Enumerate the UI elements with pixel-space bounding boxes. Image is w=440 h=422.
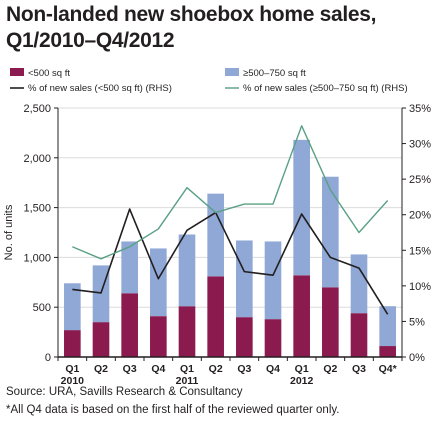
y2-tick-label: 20% — [409, 210, 431, 222]
x-tick-label: Q4* — [379, 363, 398, 375]
x-tick-label: Q2 — [209, 363, 223, 375]
y2-tick-label: 0% — [409, 352, 425, 364]
y-tick-label: 1,500 — [23, 203, 51, 215]
bar-under-500 — [264, 319, 282, 357]
bar-500-750 — [150, 248, 167, 317]
bar-500-750 — [350, 254, 368, 314]
bar-500-750 — [64, 283, 81, 331]
bar-under-500 — [150, 316, 167, 357]
line-pct-500-750 — [72, 125, 389, 260]
bar-under-500 — [322, 287, 339, 357]
lines — [72, 125, 389, 315]
chart-title-line-1: Non-landed new shoebox home sales, — [6, 3, 377, 26]
line-pct-under-500 — [72, 208, 389, 315]
y2-tick-label: 5% — [409, 316, 425, 328]
legend-label-pct-under-500: % of new sales (<500 sq ft) (RHS) — [28, 83, 172, 94]
x-tick-label: Q2 — [94, 363, 108, 375]
x-tick-label: Q1 — [180, 363, 194, 375]
bar-500-750 — [178, 234, 196, 307]
legend-swatch-500-750 — [225, 68, 239, 76]
bar-under-500 — [350, 313, 368, 357]
legend: <500 sq ft ≥500–750 sq ft % of new sales (… — [10, 68, 408, 94]
y-axis-title: No. of units — [3, 204, 15, 260]
x-year-label: 2011 — [176, 375, 199, 387]
gridlines — [58, 107, 402, 308]
x-tick-label: Q1 — [295, 363, 309, 375]
y2-tick-label: 25% — [409, 174, 431, 186]
y-tick-label: 0 — [45, 352, 51, 364]
bar-500-750 — [207, 193, 224, 277]
y-tick-label: 500 — [33, 302, 51, 314]
legend-label-500-750: ≥500–750 sq ft — [243, 68, 306, 79]
x-year-label: 2010 — [61, 375, 85, 387]
chart-title-line-2: Q1/2010–Q4/2012 — [6, 29, 175, 52]
bar-under-500 — [178, 306, 196, 357]
bar-under-500 — [379, 346, 396, 357]
bar-500-750 — [121, 241, 138, 294]
bar-500-750 — [236, 240, 253, 318]
bar-under-500 — [64, 330, 81, 357]
bar-under-500 — [207, 276, 224, 357]
bar-under-500 — [121, 293, 138, 357]
source-note: Source: URA, Savills Research & Consulta… — [6, 386, 243, 398]
bar-500-750 — [379, 306, 396, 347]
y-tick-label: 2,500 — [23, 103, 51, 115]
bar-under-500 — [293, 275, 310, 357]
bar-under-500 — [92, 322, 110, 357]
bars — [64, 139, 396, 357]
y2-tick-label: 15% — [409, 245, 431, 257]
x-tick-label: Q1 — [65, 363, 79, 375]
bar-500-750 — [322, 176, 339, 288]
x-tick-label: Q4 — [151, 363, 165, 375]
legend-label-pct-500-750: % of new sales (≥500–750 sq ft) (RHS) — [243, 83, 408, 94]
legend-label-under-500: <500 sq ft — [28, 68, 70, 79]
chart-title: Non-landed new shoebox home sales, Q1/20… — [6, 2, 436, 54]
y2-tick-label: 30% — [409, 139, 431, 151]
x-tick-label: Q3 — [123, 363, 137, 375]
legend-swatch-under-500 — [10, 68, 24, 76]
axes: 0 500 1,000 1,500 2,000 2,500 0% 5% 10% 15% 20% 25%… — [3, 103, 431, 387]
x-tick-label: Q3 — [237, 363, 251, 375]
bar-500-750 — [293, 139, 310, 276]
footnote: *All Q4 data is based on the first half … — [6, 404, 340, 416]
y-tick-label: 2,000 — [23, 153, 51, 165]
x-year-label: 2012 — [290, 375, 314, 387]
y2-tick-label: 10% — [409, 281, 431, 293]
x-tick-label: Q2 — [323, 363, 337, 375]
y-tick-label: 1,000 — [23, 252, 51, 264]
bar-500-750 — [264, 241, 282, 320]
y2-tick-label: 35% — [409, 103, 431, 115]
bar-under-500 — [236, 317, 253, 357]
x-tick-label: Q4 — [266, 363, 280, 375]
x-tick-label: Q3 — [352, 363, 366, 375]
